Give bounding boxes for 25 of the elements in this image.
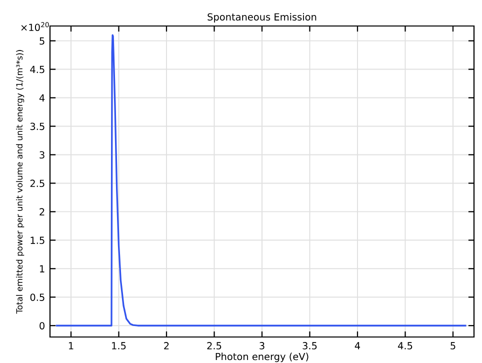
y-tick-label: 4.5	[30, 66, 44, 74]
x-tick-label: 2.5	[207, 342, 222, 350]
line-series	[56, 34, 466, 326]
y-axis-title: Total emitted power per unit volume and unit energy (1/(m³*s))	[16, 50, 24, 314]
y-tick-label: 2	[40, 208, 44, 216]
x-tick-label: 3.5	[302, 342, 317, 350]
y-tick-label: 5	[40, 37, 44, 45]
y-tick-label: 0	[40, 322, 44, 330]
x-tick-label: 3	[260, 342, 264, 350]
y-tick-label: 4	[39, 94, 45, 102]
y-tick-label: 1	[40, 265, 44, 272]
x-tick-label: 4.5	[398, 342, 412, 350]
x-tick-label: 2	[164, 342, 169, 350]
y-tick-label: 3	[40, 151, 44, 159]
x-axis-title: Photon energy (eV)	[216, 352, 308, 362]
y-tick-label: 0.5	[30, 294, 44, 301]
x-tick-label: 1.5	[112, 342, 126, 350]
y-tick-label: 1.5	[30, 236, 44, 244]
x-tick-label: 5	[450, 342, 456, 350]
x-tick-label: 4	[354, 342, 360, 350]
y-tick-label: 2.5	[30, 180, 44, 188]
chart-title: Spontaneous Emission	[208, 13, 316, 22]
text: ×10$^{20}$	[21, 22, 49, 32]
x-tick-label: 1	[68, 342, 74, 350]
y-tick-label: 3.5	[30, 122, 44, 130]
